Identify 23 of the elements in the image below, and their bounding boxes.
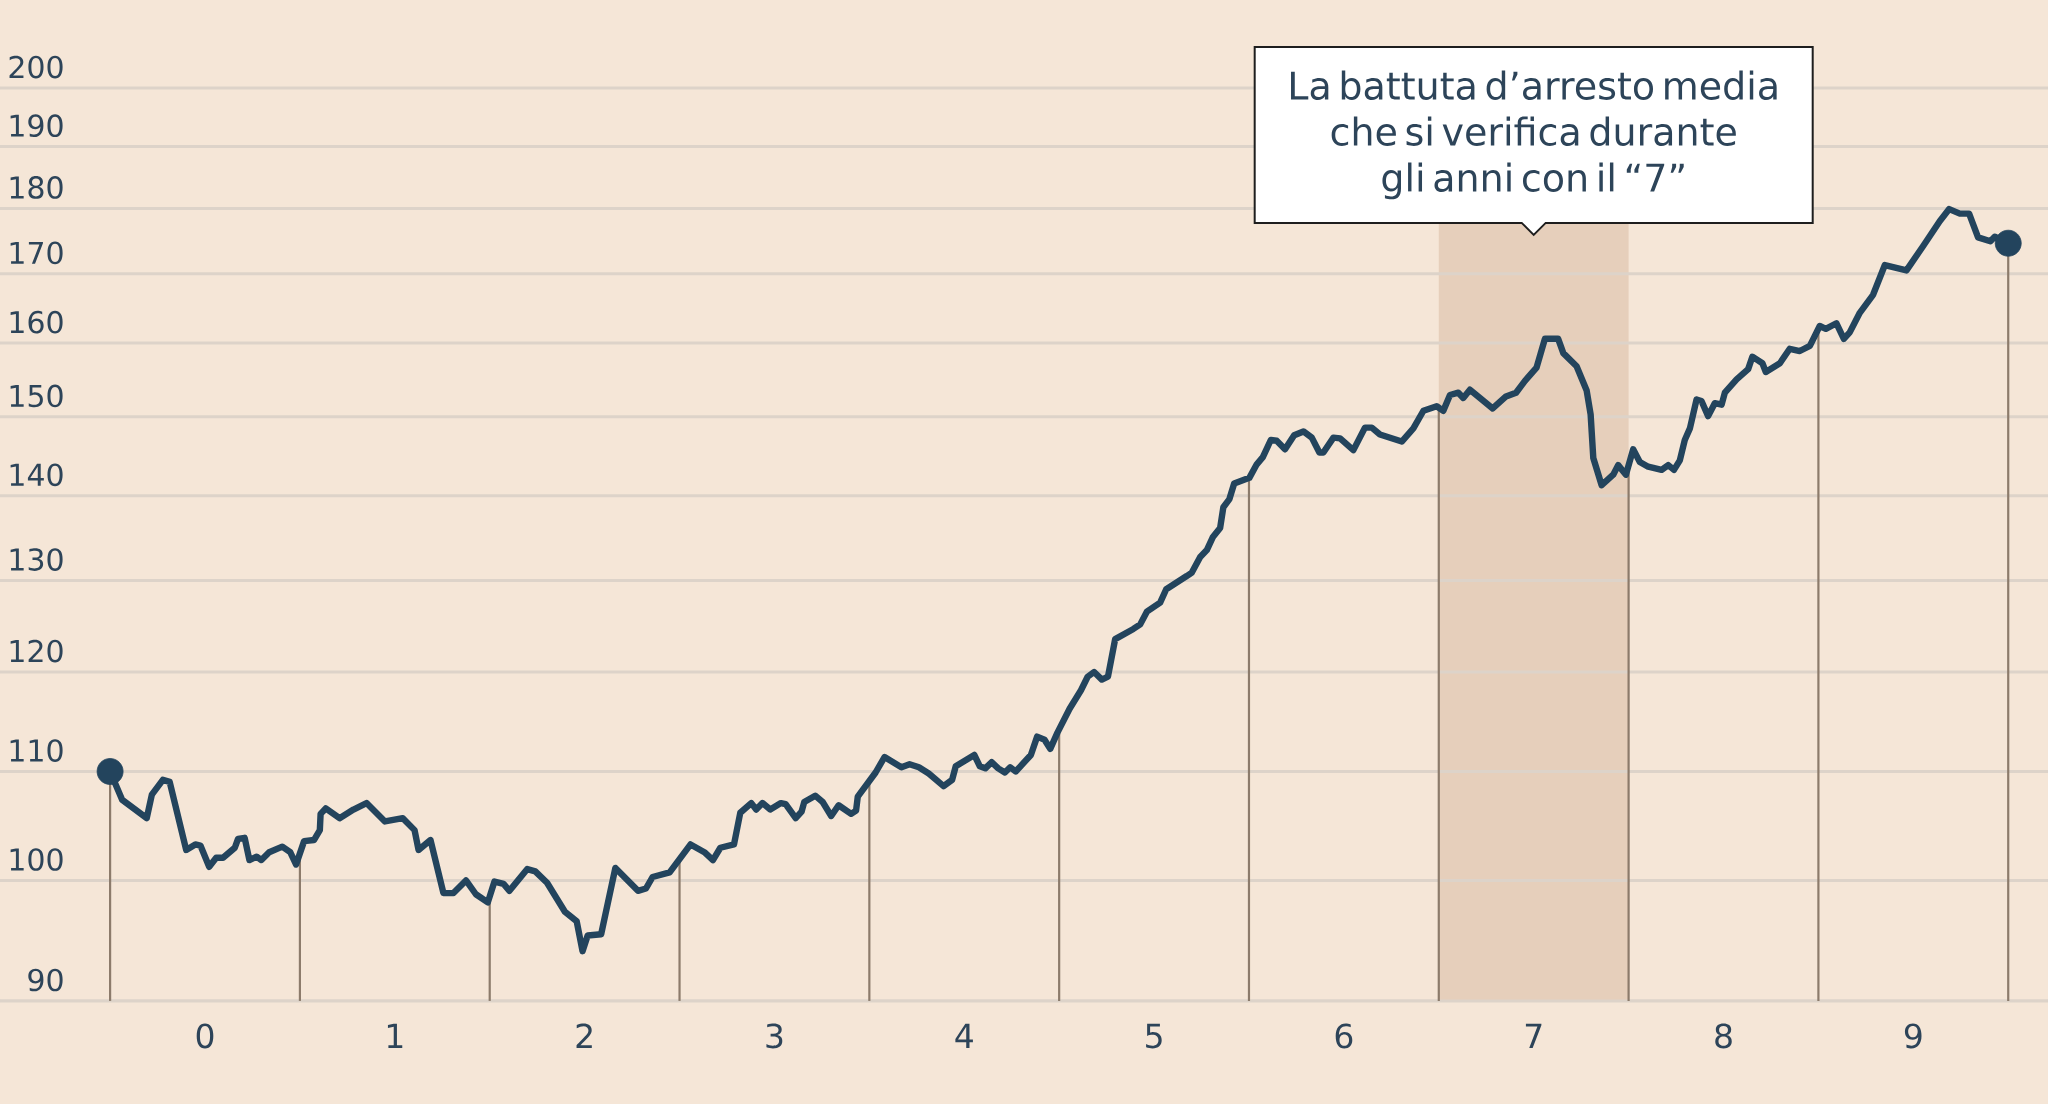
- y-tick-label: 180: [10, 176, 63, 199]
- x-tick-label: 6: [1335, 1023, 1353, 1049]
- y-tick-label: 140: [10, 463, 63, 487]
- y-tick-label: 130: [10, 548, 63, 571]
- y-tick-label: 190: [10, 114, 63, 138]
- y-tick-label: 90: [28, 968, 63, 992]
- x-tick-label: 3: [766, 1023, 783, 1049]
- y-tick-label: 120: [10, 639, 63, 663]
- y-tick-label: 100: [10, 848, 63, 871]
- x-tick-label: 7: [1525, 1023, 1542, 1048]
- x-tick-label: 5: [1146, 1023, 1162, 1049]
- y-tick-label: 200: [9, 55, 63, 79]
- band-label: La battuta d’arresto media che si verifica durante gli anni con il “7”: [1291, 70, 1777, 200]
- x-tick-label: 4: [955, 1023, 973, 1048]
- x-tick-label: 1: [387, 1023, 403, 1048]
- x-tick-label: 9: [1904, 1023, 1922, 1049]
- y-tick-label: 110: [10, 739, 63, 762]
- y-tick-label: 170: [10, 241, 63, 265]
- y-tick-label: 150: [10, 384, 63, 408]
- y-tick-label: 160: [10, 310, 63, 334]
- x-tick-label: 0: [196, 1023, 214, 1049]
- x-tick-label: 2: [576, 1023, 592, 1048]
- x-tick-label: 8: [1715, 1023, 1732, 1049]
